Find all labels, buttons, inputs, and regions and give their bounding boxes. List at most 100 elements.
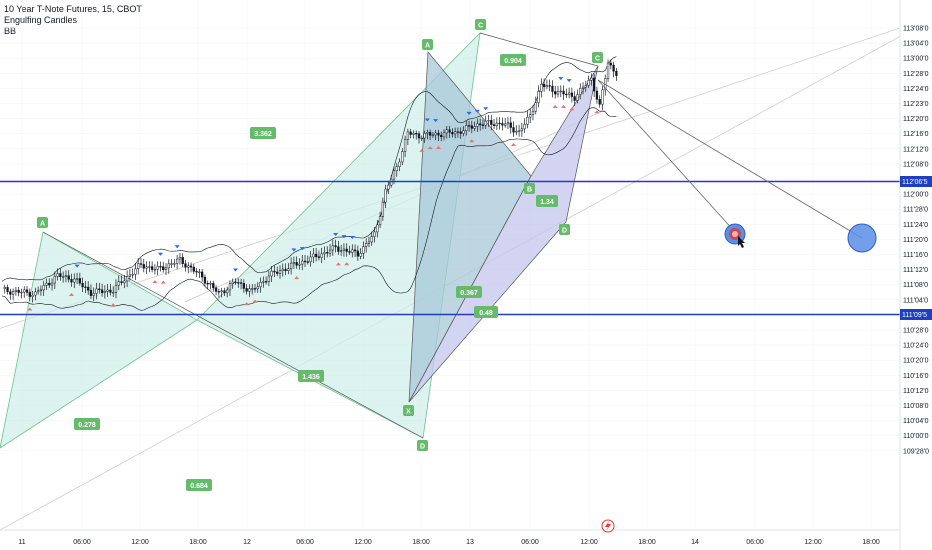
candle-body [17, 289, 20, 293]
candle-body [34, 291, 37, 296]
candle-body [592, 77, 596, 92]
candle-body [106, 289, 109, 292]
candle-body [228, 283, 232, 291]
bullish-marker [435, 146, 441, 150]
candle-body [345, 248, 348, 252]
bullish-marker [469, 139, 475, 143]
candle-body [609, 62, 612, 66]
candle-body [445, 129, 448, 134]
y-tick-label: 110'12'0 [903, 388, 929, 395]
bullish-marker [294, 276, 300, 280]
candle-body [531, 110, 535, 115]
bullish-marker [160, 280, 166, 284]
y-tick-label: 112'23'0 [903, 101, 929, 108]
x-tick-label: 14 [691, 539, 699, 546]
x-tick-label: 06:00 [521, 539, 539, 546]
candle-body [320, 253, 323, 258]
candle-body [495, 122, 498, 126]
candle-body [234, 281, 237, 284]
price-axis[interactable]: 113'08'0 113'04'0 113'00'0 112'28'0 112'24'0… [899, 0, 932, 550]
candle-body [109, 289, 112, 293]
candle-body [184, 263, 187, 268]
candle-body [484, 120, 487, 126]
candle-body [153, 268, 157, 271]
candle-body [567, 92, 571, 95]
candle-body [342, 248, 346, 251]
candle-body [223, 290, 226, 294]
bullish-marker [27, 307, 33, 311]
level-price-label-lower: 111'09'5 [900, 309, 932, 320]
bearish-marker [483, 107, 489, 111]
svg-text:1.34: 1.34 [540, 199, 554, 206]
candle-body [117, 281, 120, 286]
candle-body [595, 90, 599, 100]
candle-body [395, 166, 398, 171]
candle-body [515, 130, 518, 133]
candle-body [470, 125, 473, 129]
candle-body [367, 241, 371, 244]
ratio-label-1-436: 1.436 [298, 370, 324, 382]
candle-body [434, 132, 437, 136]
candle-body [598, 99, 601, 105]
candle-body [606, 62, 610, 79]
x-tick-label: 18:00 [638, 539, 656, 546]
svg-text:D: D [420, 444, 425, 451]
candle-body [89, 290, 93, 296]
svg-text:X: X [406, 409, 411, 416]
svg-text:0.904: 0.904 [504, 58, 522, 65]
candle-body [36, 290, 40, 293]
engulfing-markers [27, 77, 600, 311]
bb-upper [1, 56, 617, 282]
candle-body [504, 123, 507, 126]
candle-body [278, 270, 282, 274]
target-red[interactable] [724, 223, 746, 248]
candle-body [373, 231, 376, 237]
candle-body [440, 134, 443, 138]
y-tick-label: 112'28'0 [903, 71, 929, 78]
candle-body [587, 80, 590, 86]
candle-body [431, 134, 435, 136]
candle-body [281, 268, 284, 271]
harmonic-pattern-1[interactable] [0, 31, 481, 449]
candle-body [317, 256, 321, 258]
time-axis[interactable]: 11 06:00 12:00 18:00 12 06:00 12:00 18:00 13 06:0… [0, 529, 900, 546]
y-tick-label: 111'08'0 [903, 282, 928, 289]
candle-body [359, 253, 362, 257]
candle-body [226, 289, 229, 294]
y-tick-label: 110'20'0 [903, 358, 929, 365]
x-tick-label: 06:00 [746, 539, 764, 546]
candle-body [100, 289, 104, 293]
target-blue[interactable] [847, 223, 877, 253]
candle-body [556, 91, 560, 95]
svg-text:A: A [40, 221, 45, 228]
bearish-marker [566, 79, 572, 83]
y-tick-label: 111'20'0 [903, 237, 928, 244]
y-tick-label: 112'20'0 [903, 116, 929, 123]
bearish-marker [474, 109, 480, 113]
candle-body [167, 263, 170, 269]
bullish-marker [511, 142, 517, 146]
candle-body [384, 188, 387, 203]
candle-body [139, 263, 143, 265]
y-tick-label: 110'28'0 [903, 328, 929, 335]
candle-body [50, 282, 54, 286]
candle-body [576, 94, 579, 101]
candle-body [67, 275, 70, 280]
candle-body [314, 253, 318, 257]
candle-body [214, 287, 218, 292]
ratio-label-1-34: 1.34 [536, 195, 558, 207]
bullish-marker [552, 104, 558, 108]
indicator-bb-label[interactable]: BB [4, 26, 17, 36]
svg-text:0.684: 0.684 [190, 483, 208, 490]
lightning-icon[interactable] [601, 519, 615, 533]
pattern-point-labels: A C D X A B C D [37, 19, 603, 451]
svg-text:A: A [425, 43, 430, 50]
candle-body [353, 249, 357, 252]
candle-body [284, 268, 287, 272]
candle-body [459, 131, 462, 134]
candle-body [292, 262, 296, 264]
indicator-engulfing-label[interactable]: Engulfing Candles [4, 15, 78, 25]
candle-body [56, 273, 59, 277]
candle-body [259, 282, 262, 288]
